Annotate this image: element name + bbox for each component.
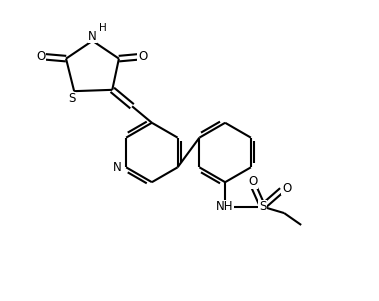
Text: H: H [99, 23, 107, 33]
Text: S: S [69, 92, 76, 105]
Text: S: S [259, 200, 266, 213]
Text: N: N [113, 161, 122, 174]
Text: O: O [248, 175, 257, 188]
Text: O: O [36, 50, 46, 63]
Text: O: O [138, 50, 147, 63]
Text: O: O [282, 182, 291, 195]
Text: NH: NH [216, 200, 233, 213]
Text: N: N [88, 29, 97, 42]
